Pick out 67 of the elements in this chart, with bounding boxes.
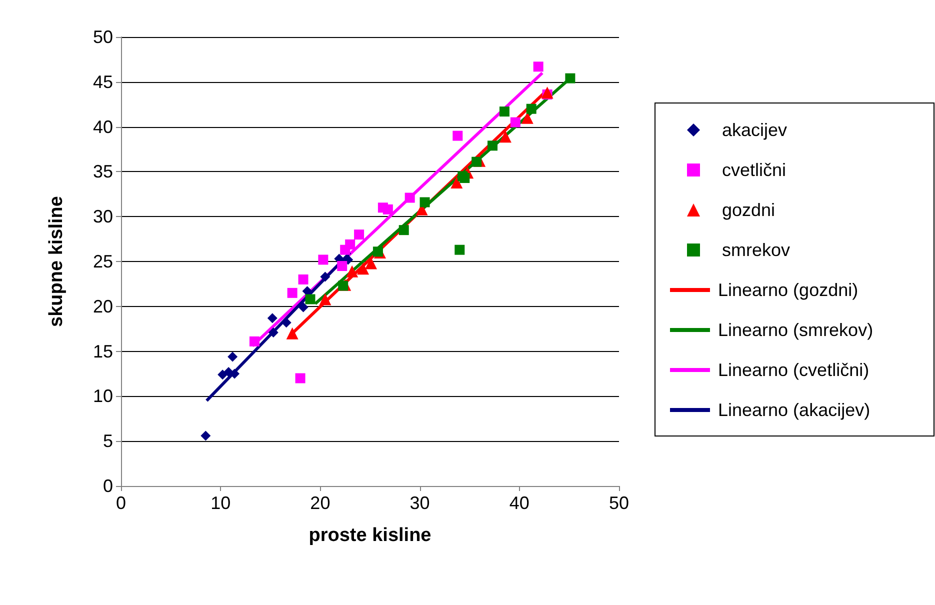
point — [295, 373, 306, 384]
point — [286, 327, 298, 340]
y-tick-label: 15 — [92, 341, 113, 362]
point — [533, 62, 544, 72]
point — [526, 104, 536, 114]
point — [454, 244, 465, 255]
x-tick-label: 40 — [509, 493, 530, 513]
legend-label: Linearno (akacijev) — [718, 400, 870, 420]
point — [320, 272, 330, 282]
y-axis-title: skupne kisline — [46, 196, 67, 327]
x-tick-label: 0 — [116, 493, 126, 513]
point — [268, 327, 278, 338]
y-tick-label: 10 — [92, 386, 113, 406]
point — [343, 254, 354, 265]
x-tick-label: 30 — [410, 493, 430, 513]
point — [472, 156, 482, 167]
point — [541, 86, 554, 99]
point — [404, 192, 415, 203]
legend-label: Linearno (gozdni) — [718, 280, 858, 300]
point — [398, 225, 409, 236]
point — [200, 430, 211, 441]
legend-label: smrekov — [722, 240, 790, 260]
point — [346, 265, 358, 278]
point — [499, 130, 512, 143]
legend-label: Linearno (cvetlični) — [718, 360, 870, 380]
legend-label: gozdni — [722, 200, 776, 220]
point — [357, 262, 370, 275]
point — [298, 302, 308, 312]
x-tick-label: 50 — [608, 493, 630, 513]
point — [337, 260, 348, 271]
y-tick-label: 5 — [102, 431, 113, 452]
point — [510, 117, 520, 128]
point — [499, 106, 510, 117]
point — [488, 140, 498, 151]
x-axis-title: proste kisline — [308, 525, 432, 546]
point — [267, 313, 278, 324]
point — [287, 288, 298, 298]
y-tick-label: 30 — [92, 206, 113, 227]
point — [249, 336, 260, 346]
y-tick-label: 45 — [92, 72, 113, 92]
point — [305, 294, 316, 304]
x-tick-label: 10 — [210, 493, 231, 513]
point — [218, 370, 228, 380]
point — [382, 204, 393, 214]
point — [281, 318, 292, 328]
point — [420, 197, 430, 208]
legend-label: cvetlični — [722, 160, 786, 180]
point — [318, 254, 328, 265]
y-tick-label: 0 — [102, 476, 113, 496]
point — [354, 230, 364, 240]
point — [345, 239, 356, 250]
legend-label: akacijev — [722, 120, 788, 140]
point — [372, 246, 383, 257]
point — [298, 274, 308, 284]
y-tick-label: 20 — [92, 296, 113, 316]
point — [450, 176, 463, 188]
point — [452, 130, 463, 141]
point — [338, 280, 348, 291]
point — [319, 293, 332, 306]
x-tick-label: 20 — [310, 493, 330, 513]
legend-label: Linearno (smrekov) — [718, 320, 874, 340]
y-tick-label: 50 — [92, 27, 113, 47]
point — [228, 352, 238, 362]
y-tick-label: 40 — [92, 116, 113, 137]
point — [565, 73, 576, 84]
y-tick-label: 35 — [92, 162, 113, 182]
y-tick-label: 25 — [92, 252, 113, 272]
